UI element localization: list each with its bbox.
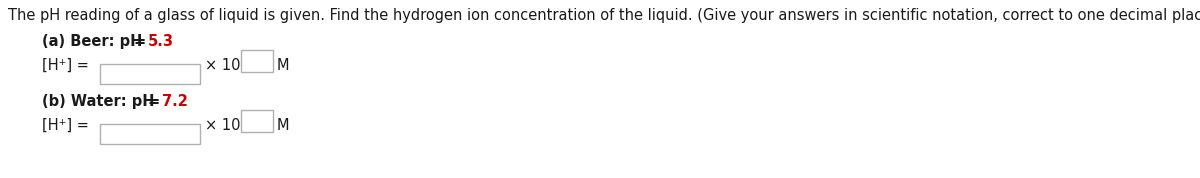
Text: =: = xyxy=(134,34,151,49)
Text: (a) Beer: pH: (a) Beer: pH xyxy=(42,34,148,49)
Text: × 10: × 10 xyxy=(205,58,240,73)
Text: The pH reading of a glass of liquid is given. Find the hydrogen ion concentratio: The pH reading of a glass of liquid is g… xyxy=(8,8,1200,23)
Text: × 10: × 10 xyxy=(205,118,240,133)
FancyBboxPatch shape xyxy=(100,64,200,84)
Text: M: M xyxy=(277,118,289,133)
Text: 7.2: 7.2 xyxy=(162,94,188,109)
Text: 5.3: 5.3 xyxy=(148,34,174,49)
Text: (b) Water: pH: (b) Water: pH xyxy=(42,94,160,109)
Text: =: = xyxy=(148,94,166,109)
Text: [H⁺] =: [H⁺] = xyxy=(42,118,89,133)
Text: M: M xyxy=(277,58,289,73)
FancyBboxPatch shape xyxy=(241,110,274,132)
FancyBboxPatch shape xyxy=(100,124,200,144)
FancyBboxPatch shape xyxy=(241,50,274,72)
Text: [H⁺] =: [H⁺] = xyxy=(42,58,89,73)
